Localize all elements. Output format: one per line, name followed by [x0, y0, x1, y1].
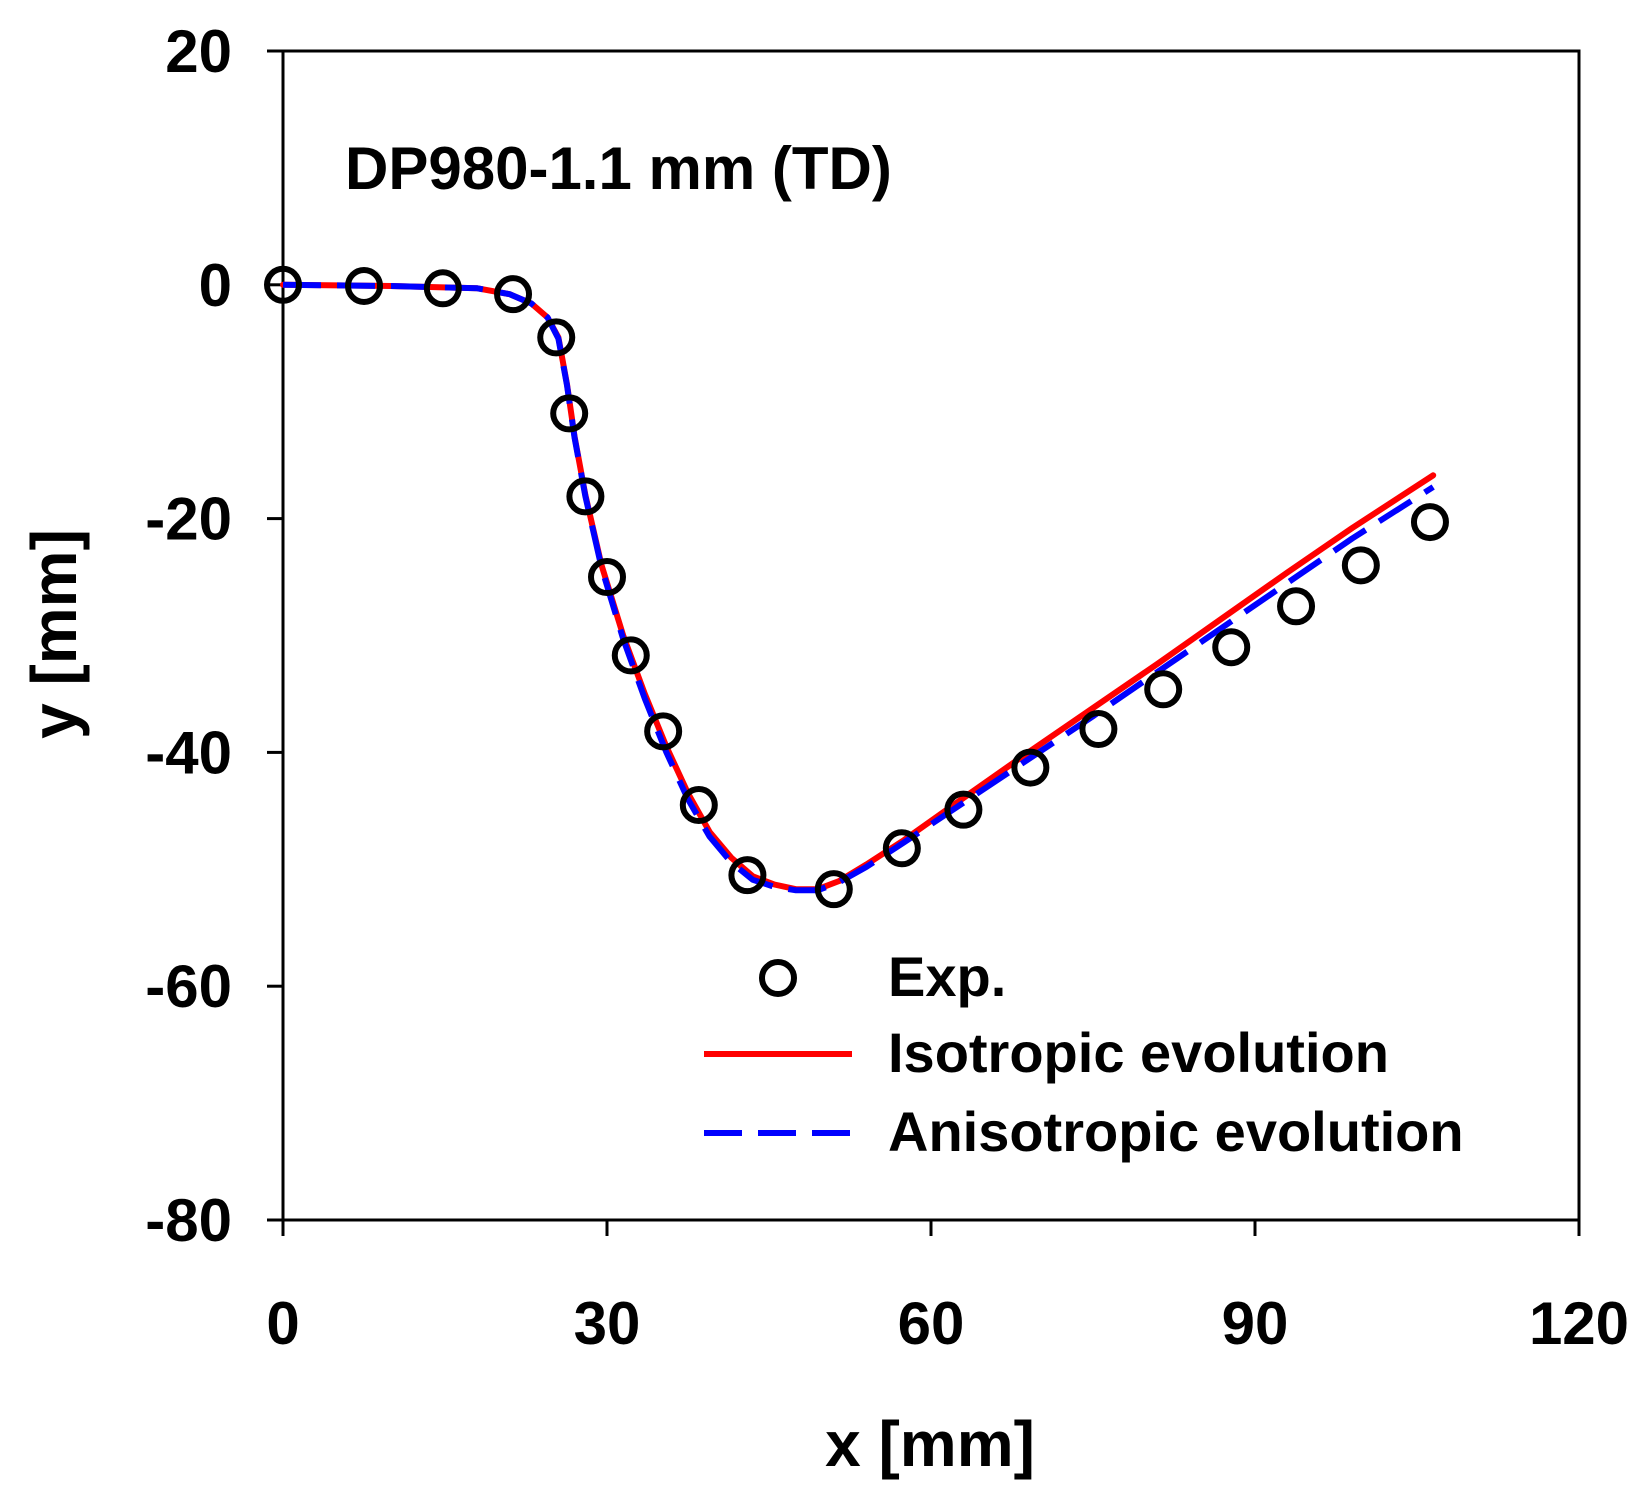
exp-data-point [1410, 503, 1449, 542]
legend-label: Exp. [888, 945, 1006, 1008]
exp-data-point [588, 558, 626, 597]
exp-data-point [566, 477, 605, 516]
exp-data-point [728, 856, 767, 895]
exp-data-point [611, 636, 650, 675]
x-tick-label: 0 [266, 1290, 299, 1357]
legend-label: Isotropic evolution [888, 1021, 1389, 1084]
y-tick-label: 20 [165, 18, 232, 85]
y-tick-label: -80 [145, 1187, 232, 1254]
y-tick-label: 0 [199, 252, 232, 319]
x-tick-label: 120 [1529, 1290, 1629, 1357]
x-tick-label: 60 [898, 1290, 965, 1357]
exp-data-point [679, 786, 718, 825]
exp-data-point [882, 829, 921, 868]
axes: 0 30 60 90 120 20 0 -20 -40 -60 -80 [145, 18, 1629, 1357]
chart-annotation: DP980-1.1 mm (TD) [345, 135, 892, 202]
exp-data-point [345, 266, 383, 305]
y-axis-title: y [mm] [18, 529, 90, 739]
exp-data-point [1341, 546, 1380, 585]
exp-data-point [1277, 587, 1316, 626]
y-tick-label: -40 [145, 719, 232, 786]
exp-data-point [494, 275, 533, 314]
exp-data-point [537, 318, 576, 357]
plot-area [264, 265, 1449, 909]
exp-data-point [423, 269, 462, 308]
legend-marker-exp [759, 959, 797, 997]
exp-data-point [944, 790, 983, 829]
y-tick-label: -20 [145, 486, 232, 553]
x-tick-label: 30 [574, 1290, 641, 1357]
exp-data-point [264, 265, 302, 304]
x-tick-label: 90 [1222, 1290, 1289, 1357]
legend: Exp. Isotropic evolution Anisotropic evolu… [704, 945, 1464, 1163]
exp-data-point [1212, 628, 1251, 667]
exp-data-point [550, 394, 589, 433]
exp-data-point [1144, 670, 1183, 709]
exp-data-point [1079, 710, 1118, 749]
exp-data-point [644, 712, 683, 751]
legend-label: Anisotropic evolution [888, 1100, 1464, 1163]
x-axis-title: x [mm] [825, 1408, 1035, 1480]
exp-data-point [1011, 748, 1050, 787]
exp-data-point [814, 870, 853, 909]
y-tick-label: -60 [145, 953, 232, 1020]
series-isotropic-line [280, 281, 1437, 893]
